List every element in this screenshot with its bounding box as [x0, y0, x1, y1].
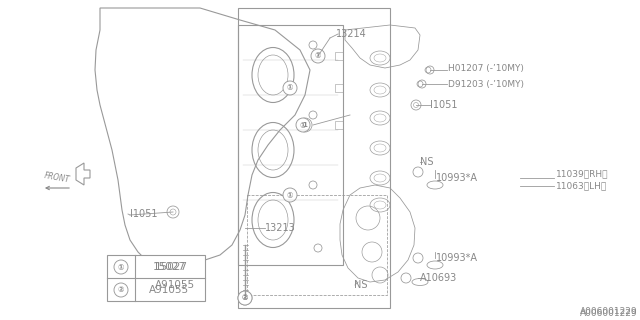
Text: 11063〈LH〉: 11063〈LH〉: [556, 181, 607, 190]
Text: H01207 (-’10MY): H01207 (-’10MY): [448, 63, 524, 73]
Text: 10993*A: 10993*A: [436, 253, 478, 263]
Text: ①: ①: [300, 121, 307, 130]
Text: I1051: I1051: [430, 100, 458, 110]
Circle shape: [298, 118, 312, 132]
Text: ①: ①: [287, 84, 293, 92]
Text: ①: ①: [118, 262, 124, 271]
Text: ②: ②: [242, 293, 248, 302]
Text: 15027: 15027: [155, 262, 188, 272]
Text: ②: ②: [242, 293, 248, 302]
Text: A006001229: A006001229: [580, 308, 637, 316]
Text: I1051: I1051: [130, 209, 157, 219]
Circle shape: [114, 260, 128, 274]
Text: ②: ②: [118, 285, 124, 294]
Circle shape: [283, 188, 297, 202]
Circle shape: [238, 291, 252, 305]
Text: NS: NS: [420, 157, 433, 167]
Bar: [107, 255, 205, 301]
Bar: [335, 52, 343, 60]
Bar: [238, 8, 390, 308]
Text: A10693: A10693: [420, 273, 457, 283]
Circle shape: [238, 291, 252, 305]
Bar: [335, 121, 343, 129]
Text: FRONT: FRONT: [44, 171, 70, 185]
Circle shape: [283, 81, 297, 95]
Text: 11039〈RH〉: 11039〈RH〉: [556, 170, 609, 179]
Bar: [238, 25, 343, 265]
Text: A006001229: A006001229: [580, 309, 637, 318]
Text: 1: 1: [303, 122, 307, 128]
Text: A91055: A91055: [149, 285, 189, 295]
Text: 10993*A: 10993*A: [436, 173, 478, 183]
Text: ①: ①: [315, 52, 321, 60]
Text: 13214: 13214: [336, 29, 367, 39]
Text: 15027: 15027: [152, 262, 186, 272]
Text: ①: ①: [287, 190, 293, 199]
Text: D91203 (-’10MY): D91203 (-’10MY): [448, 79, 524, 89]
Bar: [335, 84, 343, 92]
Circle shape: [296, 118, 310, 132]
Text: 13213: 13213: [265, 223, 296, 233]
Text: NS: NS: [354, 280, 367, 290]
Text: A91055: A91055: [155, 280, 195, 290]
Circle shape: [311, 49, 325, 63]
Bar: [247, 195, 387, 295]
Circle shape: [114, 283, 128, 297]
